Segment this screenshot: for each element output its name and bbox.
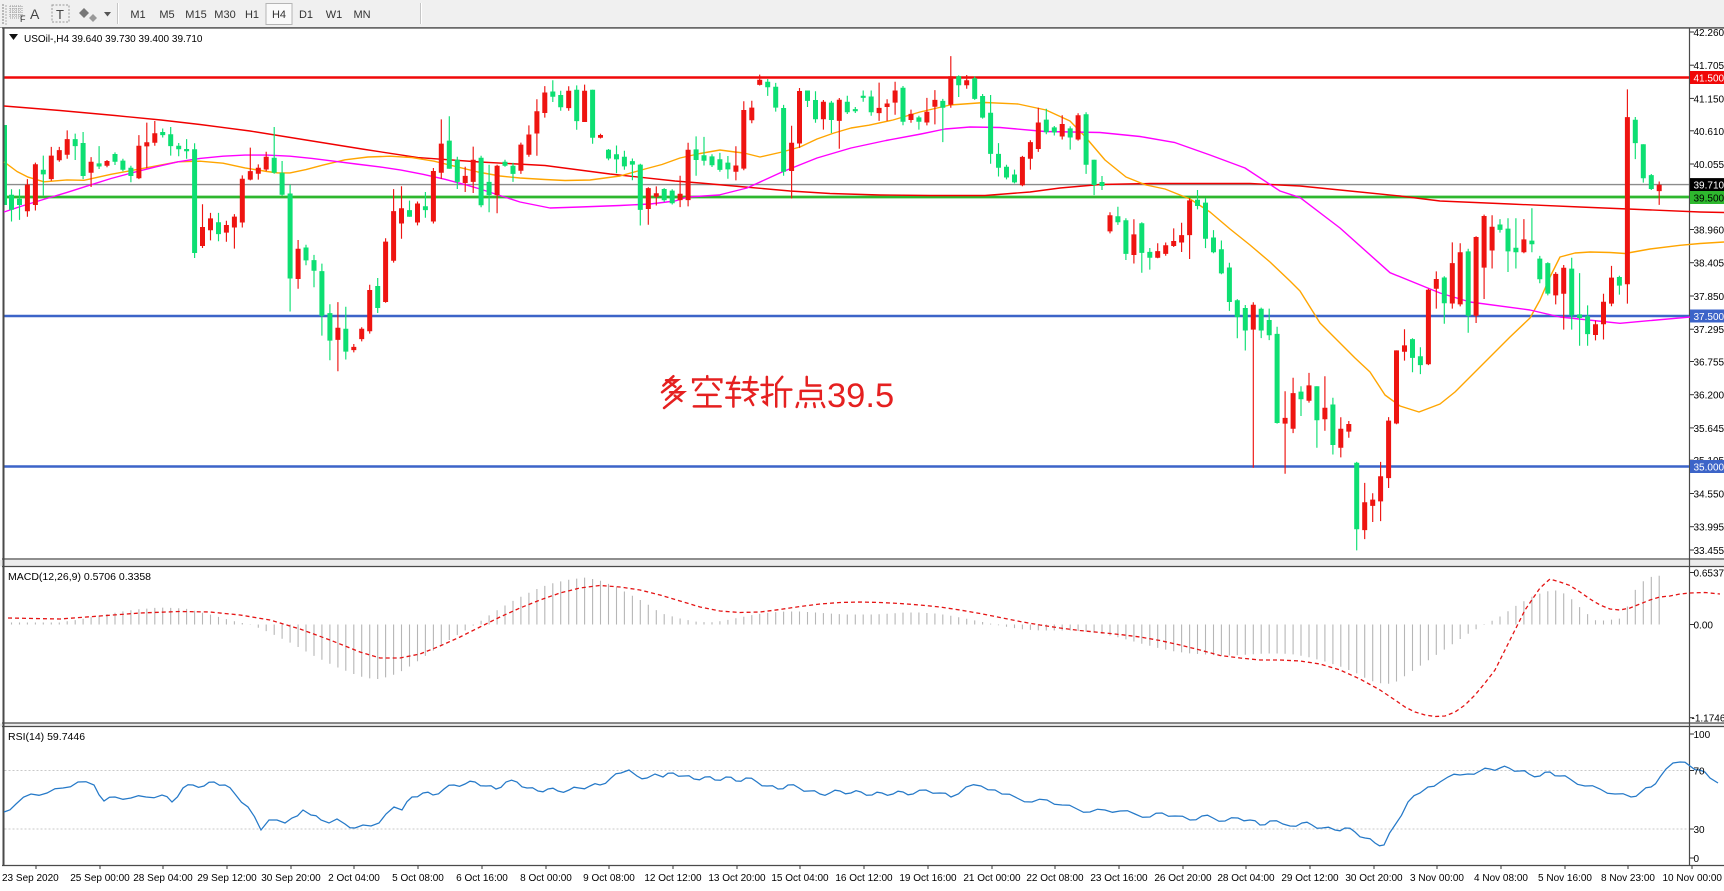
svg-text:5 Nov 16:00: 5 Nov 16:00 — [1538, 873, 1592, 884]
svg-text:30: 30 — [1694, 825, 1706, 836]
svg-text:6 Oct 16:00: 6 Oct 16:00 — [456, 873, 508, 884]
svg-text:25 Sep 00:00: 25 Sep 00:00 — [70, 873, 130, 884]
svg-text:29 Sep 12:00: 29 Sep 12:00 — [197, 873, 257, 884]
svg-text:39.710: 39.710 — [1694, 181, 1724, 192]
svg-text:M15: M15 — [185, 9, 206, 21]
svg-text:23 Oct 16:00: 23 Oct 16:00 — [1090, 873, 1148, 884]
svg-text:-1.1746: -1.1746 — [1692, 714, 1724, 725]
svg-text:39.5: 39.5 — [827, 377, 894, 415]
svg-text:M1: M1 — [130, 9, 145, 21]
svg-text:35.000: 35.000 — [1694, 463, 1724, 474]
svg-text:35.645: 35.645 — [1694, 424, 1724, 435]
svg-text:41.500: 41.500 — [1694, 74, 1724, 85]
svg-text:41.705: 41.705 — [1694, 61, 1724, 72]
svg-text:34.550: 34.550 — [1694, 490, 1724, 501]
svg-text:22 Oct 08:00: 22 Oct 08:00 — [1026, 873, 1084, 884]
svg-text:40.610: 40.610 — [1694, 127, 1724, 138]
svg-text:23 Sep 2020: 23 Sep 2020 — [2, 873, 59, 884]
svg-text:5 Oct 08:00: 5 Oct 08:00 — [392, 873, 444, 884]
svg-text:M30: M30 — [214, 9, 235, 21]
svg-text:26 Oct 20:00: 26 Oct 20:00 — [1154, 873, 1212, 884]
svg-text:41.150: 41.150 — [1694, 94, 1724, 105]
svg-text:33.455: 33.455 — [1694, 546, 1724, 557]
svg-text:29 Oct 12:00: 29 Oct 12:00 — [1281, 873, 1339, 884]
svg-text:33.995: 33.995 — [1694, 523, 1724, 534]
svg-text:42.260: 42.260 — [1694, 28, 1724, 39]
svg-text:36.755: 36.755 — [1694, 358, 1724, 369]
svg-text:H1: H1 — [245, 9, 259, 21]
svg-text:19 Oct 16:00: 19 Oct 16:00 — [899, 873, 957, 884]
svg-text:9 Oct 08:00: 9 Oct 08:00 — [583, 873, 635, 884]
svg-text:RSI(14) 59.7446: RSI(14) 59.7446 — [8, 731, 85, 743]
svg-text:MN: MN — [353, 9, 370, 21]
svg-text:37.295: 37.295 — [1694, 325, 1724, 336]
svg-text:0: 0 — [1694, 854, 1700, 865]
svg-text:30 Oct 20:00: 30 Oct 20:00 — [1345, 873, 1403, 884]
svg-text:W1: W1 — [326, 9, 343, 21]
svg-text:28 Oct 04:00: 28 Oct 04:00 — [1217, 873, 1275, 884]
svg-text:30 Sep 20:00: 30 Sep 20:00 — [261, 873, 321, 884]
svg-text:M5: M5 — [159, 9, 174, 21]
svg-text:100: 100 — [1694, 730, 1711, 741]
svg-text:4 Nov 08:00: 4 Nov 08:00 — [1474, 873, 1528, 884]
svg-text:A: A — [30, 6, 40, 22]
svg-text:40.055: 40.055 — [1694, 160, 1724, 171]
svg-text:28 Sep 04:00: 28 Sep 04:00 — [133, 873, 193, 884]
svg-text:3 Nov 00:00: 3 Nov 00:00 — [1410, 873, 1464, 884]
svg-text:38.960: 38.960 — [1694, 226, 1724, 237]
svg-text:21 Oct 00:00: 21 Oct 00:00 — [963, 873, 1021, 884]
svg-text:2 Oct 04:00: 2 Oct 04:00 — [328, 873, 380, 884]
svg-text:0.00: 0.00 — [1694, 621, 1714, 632]
svg-text:T: T — [56, 7, 64, 22]
svg-text:16 Oct 12:00: 16 Oct 12:00 — [835, 873, 893, 884]
svg-text:USOil-,H4 39.640 39.730 39.40: USOil-,H4 39.640 39.730 39.400 39.710 — [24, 34, 203, 45]
svg-text:36.200: 36.200 — [1694, 391, 1724, 402]
svg-text:70: 70 — [1694, 767, 1706, 778]
svg-text:15 Oct 04:00: 15 Oct 04:00 — [771, 873, 829, 884]
svg-text:8 Nov 23:00: 8 Nov 23:00 — [1601, 873, 1655, 884]
svg-text:10 Nov 00:00: 10 Nov 00:00 — [1663, 873, 1723, 884]
svg-text:H4: H4 — [272, 9, 286, 21]
svg-text:MACD(12,26,9) 0.5706 0.3358: MACD(12,26,9) 0.5706 0.3358 — [8, 571, 151, 583]
svg-text:12 Oct 12:00: 12 Oct 12:00 — [644, 873, 702, 884]
svg-text:39.500: 39.500 — [1694, 194, 1724, 205]
svg-text:13 Oct 20:00: 13 Oct 20:00 — [708, 873, 766, 884]
svg-text:37.850: 37.850 — [1694, 292, 1724, 303]
svg-text:8 Oct 00:00: 8 Oct 00:00 — [520, 873, 572, 884]
svg-text:38.405: 38.405 — [1694, 259, 1724, 270]
svg-text:D1: D1 — [299, 9, 313, 21]
svg-text:F: F — [20, 14, 26, 24]
svg-text:37.500: 37.500 — [1694, 312, 1724, 323]
svg-text:0.6537: 0.6537 — [1694, 569, 1724, 580]
